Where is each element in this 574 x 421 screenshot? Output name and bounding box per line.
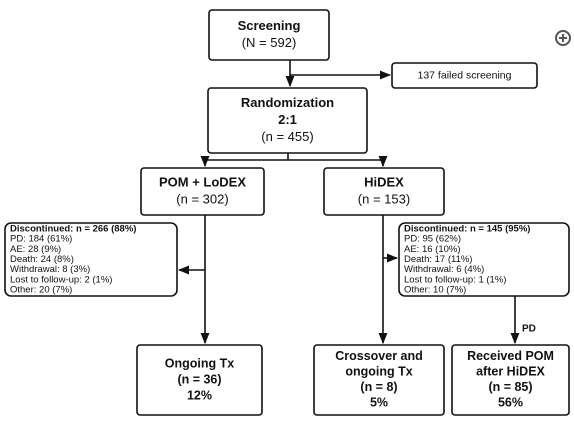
- node-text: PD: 95 (62%): [404, 234, 461, 245]
- expand-icon[interactable]: [555, 30, 571, 46]
- box: [313, 344, 445, 416]
- box: [140, 167, 265, 216]
- box: [4, 222, 178, 297]
- box: [136, 344, 263, 416]
- node: Screening (N = 592): [208, 9, 330, 61]
- node: Received POM after HiDEX(n = 85) 56%: [451, 344, 570, 416]
- node-text: (n = 8): [360, 380, 397, 394]
- node-text: Discontinued: n = 266 (88%): [10, 223, 136, 234]
- node-text: Lost to follow-up: 1 (1%): [404, 274, 506, 285]
- node-text: Other: 10 (7%): [404, 285, 466, 296]
- node: Discontinued: n = 145 (95%)PD: 95 (62%)A…: [398, 222, 570, 297]
- node-text: 137 failed screening: [418, 69, 512, 81]
- node-text: 5%: [370, 396, 388, 410]
- node-text: (n = 302): [176, 191, 228, 206]
- node-text: Ongoing Tx: [165, 356, 234, 370]
- connector: [205, 153, 383, 161]
- node-text: POM + LoDEX: [159, 174, 246, 189]
- node-text: AE: 16 (10%): [404, 244, 461, 255]
- node-text: ongoing Tx: [345, 365, 412, 379]
- node-text: Crossover and: [335, 349, 423, 363]
- node-text: after HiDEX: [476, 365, 545, 379]
- node-text: Lost to follow-up: 2 (1%): [10, 274, 112, 285]
- node-text: Withdrawal: 6 (4%): [404, 264, 484, 275]
- box: [451, 344, 570, 416]
- node-text: Discontinued: n = 145 (95%): [404, 223, 530, 234]
- node: HiDEX (n = 153): [323, 167, 445, 216]
- node: Ongoing Tx (n = 36) 12%: [136, 344, 263, 416]
- node-text: Other: 20 (7%): [10, 285, 72, 296]
- node-text: 2:1: [278, 112, 297, 127]
- box: [391, 62, 538, 89]
- node-text: (n = 455): [261, 129, 313, 144]
- node-text: (n = 153): [358, 191, 410, 206]
- node: POM + LoDEX (n = 302): [140, 167, 265, 216]
- node: Crossover and ongoing Tx(n = 8) 5%: [313, 344, 445, 416]
- node-text: Death: 17 (11%): [404, 254, 472, 265]
- node: Discontinued: n = 266 (88%)PD: 184 (61%)…: [4, 222, 178, 297]
- box: [207, 87, 368, 154]
- edge-label: PD: [522, 324, 536, 335]
- node-text: PD: 184 (61%): [10, 234, 72, 245]
- node-text: HiDEX: [364, 174, 404, 189]
- node: Randomization 2:1 (n = 455): [207, 87, 368, 154]
- node-text: Screening: [238, 18, 301, 33]
- node-text: 12%: [187, 388, 212, 402]
- node-text: (n = 85): [488, 380, 532, 394]
- node-text: AE: 28 (9%): [10, 244, 61, 255]
- node: 137 failed screening: [391, 62, 538, 89]
- node-text: Received POM: [467, 349, 554, 363]
- box: [323, 167, 445, 216]
- node-text: 56%: [498, 396, 523, 410]
- node-text: Withdrawal: 8 (3%): [10, 264, 90, 275]
- node-text: Death: 24 (8%): [10, 254, 74, 265]
- box: [208, 9, 330, 61]
- node-text: (n = 36): [177, 372, 221, 386]
- node-text: (N = 592): [242, 35, 297, 50]
- box: [398, 222, 570, 297]
- connectors: [177, 60, 520, 345]
- node-text: Randomization: [241, 95, 334, 110]
